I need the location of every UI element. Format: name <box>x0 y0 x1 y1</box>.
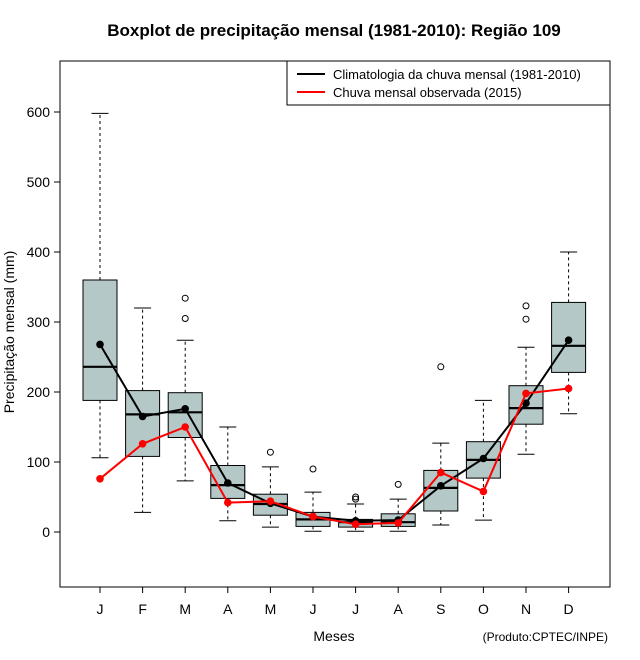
outlier-point <box>522 315 530 323</box>
x-tick-label: F <box>138 601 147 617</box>
outlier-point <box>394 480 402 488</box>
outlier-point <box>181 294 189 302</box>
series-point <box>437 468 445 477</box>
series-point <box>309 512 317 521</box>
y-axis-label: Precipitação mensal (mm) <box>1 251 17 414</box>
x-tick-label: J <box>97 601 104 617</box>
series-point <box>351 520 360 529</box>
box-1 <box>82 112 118 459</box>
chart-title: Boxplot de precipitação mensal (1981-201… <box>107 21 561 40</box>
x-tick-label: A <box>223 601 233 617</box>
series-line <box>99 387 569 526</box>
outlier-point <box>309 465 317 473</box>
y-axis: 0 100 200 300 400 500 600 <box>27 104 61 540</box>
series-point <box>564 336 573 345</box>
y-tick-label: 0 <box>42 524 50 540</box>
y-tick-label: 400 <box>27 244 51 260</box>
x-axis-label: Meses <box>313 628 354 644</box>
x-tick-label: J <box>310 601 317 617</box>
y-tick-label: 600 <box>27 104 51 120</box>
x-tick-label: D <box>564 601 574 617</box>
outlier-point <box>352 495 360 503</box>
series-observed <box>96 384 573 529</box>
series-point <box>437 482 445 490</box>
series-point <box>522 399 530 408</box>
series-point <box>479 454 488 463</box>
y-tick-label: 200 <box>27 384 51 400</box>
y-tick-label: 300 <box>27 314 51 330</box>
box-2 <box>125 307 161 513</box>
series-point <box>138 440 147 448</box>
x-tick-label: M <box>179 601 191 617</box>
x-tick-label: J <box>352 601 359 617</box>
series-point <box>224 479 232 487</box>
product-credit: (Produto:CPTEC/INPE) <box>483 630 608 644</box>
outlier-point <box>437 363 445 371</box>
outlier-point <box>181 315 189 322</box>
x-tick-label: S <box>436 601 445 617</box>
series-point <box>522 389 530 398</box>
legend-box <box>286 60 611 106</box>
series-point <box>224 498 232 507</box>
series-climatology <box>96 336 573 525</box>
series-point <box>394 519 403 527</box>
box-4 <box>210 426 246 522</box>
series-point <box>564 384 573 393</box>
series-point <box>479 487 488 496</box>
box-5 <box>252 448 288 528</box>
legend-label-observed: Chuva mensal observada (2015) <box>333 85 522 100</box>
outlier-point <box>266 448 274 456</box>
series-point <box>138 412 147 421</box>
series-point <box>181 423 189 431</box>
box-9 <box>423 363 459 526</box>
x-tick-label: N <box>521 601 531 617</box>
y-tick-label: 100 <box>27 454 51 470</box>
series-point <box>96 475 104 483</box>
box-11 <box>508 302 544 455</box>
series-lines <box>96 336 573 529</box>
y-tick-label: 500 <box>27 174 51 190</box>
legend-label-climatology: Climatologia da chuva mensal (1981-2010) <box>333 67 581 82</box>
box-6 <box>295 465 331 532</box>
series-line <box>99 339 570 522</box>
legend: Climatologia da chuva mensal (1981-2010)… <box>286 60 611 106</box>
x-tick-label: O <box>478 601 489 617</box>
series-point <box>96 340 104 349</box>
box-iqr <box>423 469 459 512</box>
outlier-point <box>352 493 360 501</box>
boxplot-boxes <box>82 112 587 532</box>
x-tick-label: A <box>394 601 404 617</box>
x-tick-label: M <box>265 601 277 617</box>
box-iqr <box>82 279 118 401</box>
series-point <box>181 405 189 413</box>
outlier-point <box>522 302 530 310</box>
box-3 <box>167 294 203 482</box>
series-point <box>266 497 275 506</box>
